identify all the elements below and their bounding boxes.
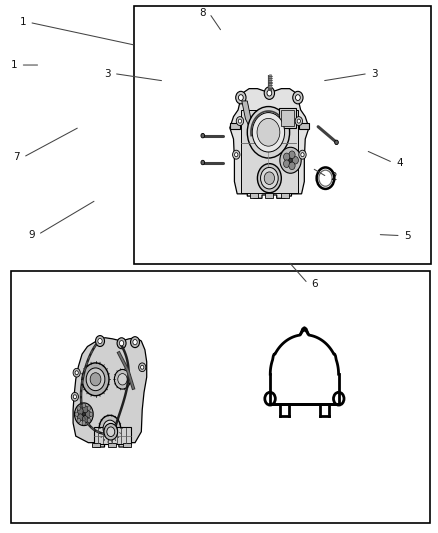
- Circle shape: [133, 340, 137, 345]
- Circle shape: [293, 91, 303, 104]
- Bar: [134, 6, 431, 264]
- Circle shape: [71, 392, 78, 401]
- Bar: [265, 193, 273, 198]
- Bar: [250, 193, 258, 198]
- Circle shape: [335, 140, 338, 144]
- Bar: [11, 271, 430, 523]
- Text: 3: 3: [104, 69, 111, 78]
- Text: 8: 8: [199, 9, 206, 18]
- Circle shape: [264, 87, 275, 99]
- Circle shape: [138, 363, 146, 372]
- Circle shape: [82, 413, 85, 416]
- Circle shape: [117, 338, 126, 349]
- Circle shape: [86, 368, 105, 391]
- Circle shape: [301, 152, 304, 157]
- Text: 7: 7: [13, 152, 20, 162]
- Bar: [281, 193, 289, 198]
- Circle shape: [289, 158, 292, 162]
- Circle shape: [77, 418, 81, 423]
- Text: 1: 1: [11, 60, 18, 70]
- Circle shape: [238, 119, 242, 123]
- Circle shape: [283, 153, 290, 160]
- Polygon shape: [73, 338, 147, 447]
- Circle shape: [289, 151, 295, 158]
- Text: 6: 6: [311, 279, 318, 288]
- Bar: [94, 427, 131, 444]
- Circle shape: [99, 415, 121, 441]
- Circle shape: [257, 118, 280, 146]
- Circle shape: [131, 337, 140, 348]
- Circle shape: [289, 162, 295, 169]
- Circle shape: [299, 150, 306, 159]
- Circle shape: [74, 403, 93, 426]
- Circle shape: [295, 117, 303, 126]
- Circle shape: [261, 167, 278, 189]
- Circle shape: [258, 164, 281, 193]
- Bar: [92, 443, 100, 447]
- Bar: [230, 123, 240, 129]
- Circle shape: [296, 95, 300, 101]
- Text: 9: 9: [28, 230, 35, 239]
- Text: 4: 4: [396, 158, 403, 167]
- Circle shape: [90, 373, 101, 386]
- Circle shape: [89, 412, 93, 416]
- Circle shape: [82, 416, 88, 423]
- Circle shape: [114, 369, 131, 389]
- Circle shape: [201, 160, 205, 165]
- Text: 2: 2: [330, 172, 337, 182]
- Circle shape: [75, 412, 78, 416]
- Polygon shape: [230, 88, 309, 198]
- Circle shape: [236, 117, 244, 126]
- Circle shape: [82, 406, 88, 413]
- Bar: [241, 110, 298, 193]
- Circle shape: [238, 95, 243, 101]
- Bar: [123, 443, 131, 447]
- Circle shape: [264, 172, 275, 184]
- Circle shape: [236, 91, 246, 104]
- Circle shape: [87, 406, 91, 410]
- Circle shape: [107, 424, 113, 432]
- Text: 3: 3: [371, 69, 378, 78]
- Circle shape: [292, 157, 298, 164]
- Text: 1: 1: [19, 18, 26, 27]
- Circle shape: [98, 338, 102, 344]
- Bar: [108, 443, 116, 447]
- Circle shape: [247, 107, 290, 158]
- Circle shape: [107, 427, 115, 437]
- Circle shape: [78, 414, 83, 421]
- Circle shape: [87, 418, 91, 423]
- Circle shape: [73, 368, 80, 377]
- Circle shape: [267, 90, 272, 96]
- Polygon shape: [242, 101, 254, 130]
- Circle shape: [73, 395, 77, 399]
- Circle shape: [252, 112, 285, 152]
- Circle shape: [78, 408, 83, 415]
- Circle shape: [82, 421, 86, 425]
- Circle shape: [85, 411, 91, 418]
- Circle shape: [103, 420, 117, 437]
- Circle shape: [104, 423, 118, 440]
- Circle shape: [82, 363, 109, 395]
- Circle shape: [235, 152, 238, 157]
- Circle shape: [233, 150, 240, 159]
- Text: 5: 5: [404, 231, 411, 240]
- Circle shape: [297, 119, 300, 123]
- Circle shape: [95, 336, 105, 346]
- Circle shape: [82, 403, 86, 408]
- Circle shape: [280, 147, 301, 173]
- Bar: [299, 123, 309, 129]
- Circle shape: [141, 365, 144, 369]
- Circle shape: [118, 374, 127, 385]
- Bar: [281, 110, 294, 126]
- Bar: [279, 108, 296, 128]
- Circle shape: [201, 133, 205, 138]
- Circle shape: [75, 371, 78, 375]
- Circle shape: [77, 406, 81, 410]
- Circle shape: [120, 341, 124, 346]
- Circle shape: [283, 160, 290, 167]
